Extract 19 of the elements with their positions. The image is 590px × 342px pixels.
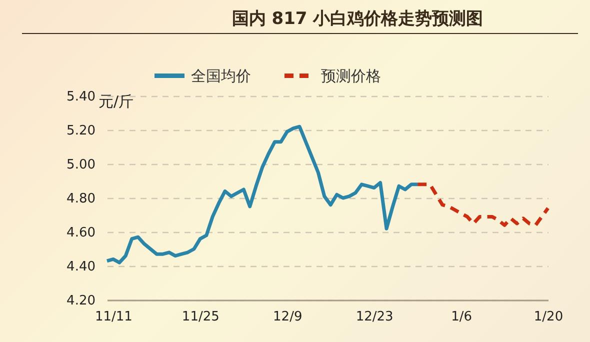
legend-label: 预测价格 — [321, 66, 381, 85]
x-tick-label: 1/20 — [534, 310, 564, 324]
y-tick-label: 4.40 — [66, 260, 96, 274]
x-tick-label: 11/25 — [182, 310, 220, 324]
y-tick-label: 5.40 — [66, 90, 96, 104]
x-tick-label: 12/23 — [356, 310, 394, 324]
y-tick-label: 5.20 — [66, 124, 96, 138]
y-tick-label: 4.80 — [66, 192, 96, 206]
y-tick-label: 4.60 — [66, 226, 96, 240]
x-tick-label: 1/6 — [451, 310, 472, 324]
y-tick-label: 5.00 — [66, 158, 96, 172]
x-tick-label: 12/9 — [273, 310, 302, 324]
line-series — [416, 182, 550, 227]
legend-label: 全国均价 — [191, 66, 251, 85]
chart-title: 国内 817 小白鸡价格走势预测图 — [232, 9, 484, 29]
x-tick-label: 11/11 — [94, 310, 132, 324]
y-tick-label: 4.20 — [66, 294, 96, 308]
y-axis-title: 元/斤 — [98, 92, 134, 110]
line-series — [105, 124, 420, 264]
